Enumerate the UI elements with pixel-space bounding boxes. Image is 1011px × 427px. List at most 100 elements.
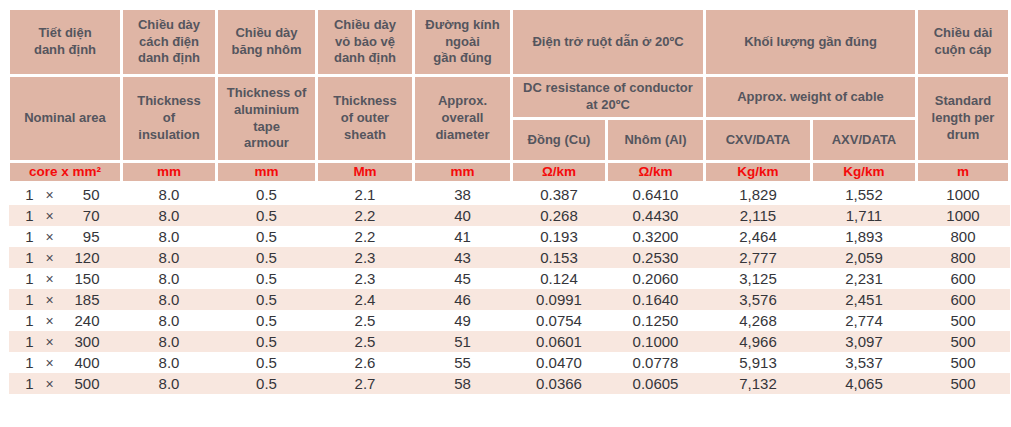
multiply-sign: × (38, 334, 62, 350)
cell-tape-thickness: 0.5 (217, 289, 317, 310)
cell-resistance-al: 0.1000 (607, 331, 705, 352)
cell-overall-diameter: 40 (414, 205, 512, 226)
table-row: 1×508.00.52.1380.3870.64101,8291,5521000 (9, 183, 1010, 206)
cell-nominal-area: 1×400 (9, 352, 122, 373)
nominal-area-layout: 1×150 (9, 270, 122, 287)
cell-nominal-area: 1×70 (9, 205, 122, 226)
header-vi-insulation: Chiều dày cách điện danh định (122, 9, 217, 76)
cell-tape-thickness: 0.5 (217, 331, 317, 352)
nominal-area-layout: 1×120 (9, 249, 122, 266)
core-size: 185 (62, 291, 100, 308)
cell-resistance-al: 0.3200 (607, 226, 705, 247)
cell-overall-diameter: 49 (414, 310, 512, 331)
core-count: 1 (22, 291, 38, 308)
header-row-english: Nominal area Thickness of insulation Thi… (9, 76, 1010, 119)
core-count: 1 (22, 228, 38, 245)
cell-insulation-thickness: 8.0 (122, 205, 217, 226)
cell-tape-thickness: 0.5 (217, 352, 317, 373)
core-size: 240 (62, 312, 100, 329)
core-count: 1 (22, 375, 38, 392)
cell-drum-length: 1000 (917, 205, 1010, 226)
header-en-weight: Approx. weight of cable (705, 76, 917, 119)
cell-resistance-cu: 0.193 (512, 226, 607, 247)
cell-resistance-al: 0.0778 (607, 352, 705, 373)
subheader-axv-data: AXV/DATA (812, 119, 917, 162)
cell-weight-cxv: 3,576 (705, 289, 812, 310)
cell-weight-axv: 1,711 (812, 205, 917, 226)
core-count: 1 (22, 270, 38, 287)
core-size: 95 (62, 228, 100, 245)
cell-sheath-thickness: 2.1 (317, 183, 414, 206)
core-count: 1 (22, 207, 38, 224)
cell-tape-thickness: 0.5 (217, 183, 317, 206)
unit-drum-length: m (917, 162, 1010, 183)
header-vi-dc-resistance: Điện trở ruột dẫn ở 20ºC (512, 9, 705, 76)
cell-sheath-thickness: 2.2 (317, 226, 414, 247)
header-en-overall-diameter: Approx. overall diameter (414, 76, 512, 162)
cell-weight-axv: 4,065 (812, 373, 917, 394)
multiply-sign: × (38, 187, 62, 203)
cell-insulation-thickness: 8.0 (122, 289, 217, 310)
table-row: 1×1208.00.52.3430.1530.25302,7772,059800 (9, 247, 1010, 268)
nominal-area-layout: 1×95 (9, 228, 122, 245)
header-en-tape-armour: Thickness of aluminium tape armour (217, 76, 317, 162)
cable-spec-table: Tiết diện danh định Chiều dày cách điện … (7, 7, 1011, 394)
cell-resistance-al: 0.4430 (607, 205, 705, 226)
table-row: 1×2408.00.52.5490.07540.12504,2682,77450… (9, 310, 1010, 331)
multiply-sign: × (38, 313, 62, 329)
multiply-sign: × (38, 229, 62, 245)
cell-weight-axv: 1,893 (812, 226, 917, 247)
cell-tape-thickness: 0.5 (217, 205, 317, 226)
header-row-vietnamese: Tiết diện danh định Chiều dày cách điện … (9, 9, 1010, 76)
cell-drum-length: 600 (917, 289, 1010, 310)
unit-resistance-cu: Ω/km (512, 162, 607, 183)
cell-drum-length: 600 (917, 268, 1010, 289)
cell-resistance-cu: 0.0991 (512, 289, 607, 310)
multiply-sign: × (38, 376, 62, 392)
cell-overall-diameter: 45 (414, 268, 512, 289)
table-row: 1×1858.00.52.4460.09910.16403,5762,45160… (9, 289, 1010, 310)
cell-weight-cxv: 2,115 (705, 205, 812, 226)
cell-weight-cxv: 1,829 (705, 183, 812, 206)
header-vi-weight: Khối lượng gần đúng (705, 9, 917, 76)
nominal-area-layout: 1×70 (9, 207, 122, 224)
multiply-sign: × (38, 292, 62, 308)
cell-drum-length: 1000 (917, 183, 1010, 206)
nominal-area-layout: 1×240 (9, 312, 122, 329)
cell-weight-cxv: 7,132 (705, 373, 812, 394)
core-count: 1 (22, 186, 38, 203)
multiply-sign: × (38, 271, 62, 287)
unit-insulation: mm (122, 162, 217, 183)
cell-resistance-cu: 0.0470 (512, 352, 607, 373)
multiply-sign: × (38, 355, 62, 371)
page: Tiết diện danh định Chiều dày cách điện … (0, 0, 1011, 427)
table-body: 1×508.00.52.1380.3870.64101,8291,5521000… (9, 183, 1010, 395)
cell-resistance-cu: 0.124 (512, 268, 607, 289)
core-count: 1 (22, 354, 38, 371)
cell-weight-axv: 1,552 (812, 183, 917, 206)
cell-insulation-thickness: 8.0 (122, 183, 217, 206)
unit-weight-axv: Kg/km (812, 162, 917, 183)
core-size: 500 (62, 375, 100, 392)
cell-resistance-cu: 0.0366 (512, 373, 607, 394)
multiply-sign: × (38, 250, 62, 266)
subheader-aluminium: Nhôm (Al) (607, 119, 705, 162)
core-size: 120 (62, 249, 100, 266)
cell-overall-diameter: 58 (414, 373, 512, 394)
cell-resistance-al: 0.2530 (607, 247, 705, 268)
cell-drum-length: 800 (917, 226, 1010, 247)
cell-resistance-cu: 0.153 (512, 247, 607, 268)
cell-sheath-thickness: 2.5 (317, 331, 414, 352)
cell-weight-cxv: 4,966 (705, 331, 812, 352)
cell-nominal-area: 1×185 (9, 289, 122, 310)
table-row: 1×1508.00.52.3450.1240.20603,1252,231600 (9, 268, 1010, 289)
cell-nominal-area: 1×500 (9, 373, 122, 394)
cell-overall-diameter: 55 (414, 352, 512, 373)
cell-weight-cxv: 2,464 (705, 226, 812, 247)
cell-drum-length: 500 (917, 331, 1010, 352)
header-vi-nominal-area: Tiết diện danh định (9, 9, 122, 76)
header-en-drum-length: Standard length per drum (917, 76, 1010, 162)
cell-nominal-area: 1×50 (9, 183, 122, 206)
cell-nominal-area: 1×120 (9, 247, 122, 268)
cell-sheath-thickness: 2.3 (317, 247, 414, 268)
